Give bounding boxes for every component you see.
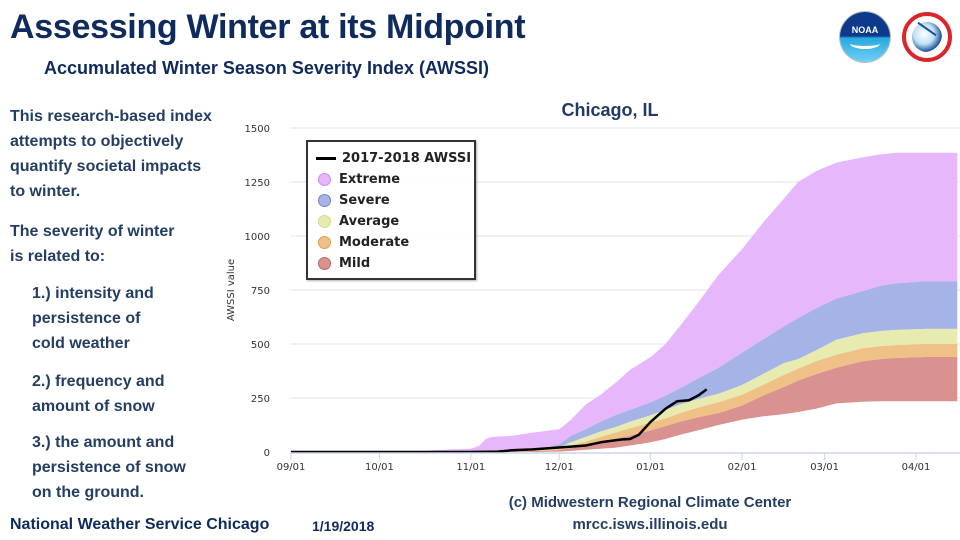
legend-label: Average [339, 213, 400, 229]
x-tick-label: 02/01 [728, 462, 757, 473]
factor-line: on the ground. [32, 484, 144, 501]
factor-line: amount of snow [32, 398, 155, 415]
y-tick-label: 750 [251, 286, 270, 297]
series-line-current-awssi [291, 388, 708, 454]
y-tick-label: 1000 [245, 232, 270, 243]
y-tick-label: 500 [251, 340, 270, 351]
legend-item-current[interactable]: 2017-2018 AWSSI [316, 148, 471, 168]
y-tick-label: 0 [264, 448, 270, 459]
credit-url[interactable]: mrcc.isws.illinois.edu [572, 516, 728, 533]
factor-2: 2.) frequency and amount of snow [32, 369, 164, 419]
circle-swatch-icon [318, 214, 331, 228]
factor-line: 1.) intensity and [32, 285, 154, 302]
legend-item-moderate[interactable]: Moderate [316, 232, 409, 252]
noaa-logo-text: NOAA [851, 25, 879, 35]
noaa-logo-icon: NOAA [840, 12, 890, 62]
line-swatch-icon [316, 156, 336, 160]
x-tick-label: 03/01 [810, 462, 839, 473]
legend-label: 2017-2018 AWSSI [342, 150, 472, 166]
factor-3: 3.) the amount and persistence of snow o… [32, 430, 186, 505]
circle-swatch-icon [318, 172, 331, 186]
x-tick-label: 11/01 [456, 462, 485, 473]
y-tick-label: 1500 [245, 124, 270, 135]
circle-swatch-icon [318, 193, 331, 207]
chart-legend: 2017-2018 AWSSI Extreme Severe Average M… [306, 140, 476, 280]
y-axis-label: AWSSI value [226, 259, 237, 321]
intro-text: This research-based index attempts to ob… [10, 104, 212, 204]
y-tick-label: 250 [251, 394, 270, 405]
legend-label: Mild [339, 255, 371, 271]
page-subtitle: Accumulated Winter Season Severity Index… [44, 58, 489, 78]
x-tick-label: 09/01 [277, 462, 306, 473]
page-title: Assessing Winter at its Midpoint [10, 8, 526, 46]
factor-line: persistence of [32, 310, 141, 327]
legend-item-extreme[interactable]: Extreme [316, 169, 400, 189]
circle-swatch-icon [318, 256, 331, 270]
intro-line: quantify societal impacts [10, 158, 202, 175]
y-tick-label: 1250 [245, 178, 270, 189]
circle-swatch-icon [318, 235, 331, 249]
intro-line: attempts to objectively [10, 133, 184, 150]
x-tick-label: 04/01 [902, 462, 931, 473]
legend-label: Moderate [339, 234, 410, 250]
x-tick-label: 10/01 [365, 462, 394, 473]
factor-1: 1.) intensity and persistence of cold we… [32, 281, 154, 356]
legend-item-mild[interactable]: Mild [316, 253, 370, 273]
band-average [291, 328, 958, 452]
severity-heading: The severity of winter is related to: [10, 219, 175, 269]
factor-line: 3.) the amount and [32, 434, 175, 451]
legend-item-average[interactable]: Average [316, 211, 399, 231]
severity-line: is related to: [10, 248, 106, 265]
noaa-gull-icon [850, 38, 880, 49]
band-moderate [291, 344, 958, 452]
factor-line: 2.) frequency and [32, 373, 165, 390]
footer-date: 1/19/2018 [312, 518, 375, 534]
credit-line-1: (c) Midwestern Regional Climate Center [508, 494, 792, 511]
x-tick-label: 12/01 [545, 462, 574, 473]
legend-item-severe[interactable]: Severe [316, 190, 390, 210]
legend-label: Severe [339, 192, 390, 208]
factor-line: persistence of snow [32, 459, 186, 476]
legend-label: Extreme [339, 171, 401, 187]
band-mild [291, 357, 958, 452]
band-severe [291, 281, 958, 452]
footer-office: National Weather Service Chicago [10, 516, 270, 533]
intro-line: to winter. [10, 183, 81, 200]
band-extreme [291, 152, 958, 453]
x-tick-label: 01/01 [636, 462, 665, 473]
factor-line: cold weather [32, 335, 130, 352]
nws-logo-icon [902, 12, 952, 62]
severity-line: The severity of winter [10, 223, 175, 240]
chart-title: Chicago, IL [561, 100, 659, 120]
intro-line: This research-based index [10, 108, 212, 125]
